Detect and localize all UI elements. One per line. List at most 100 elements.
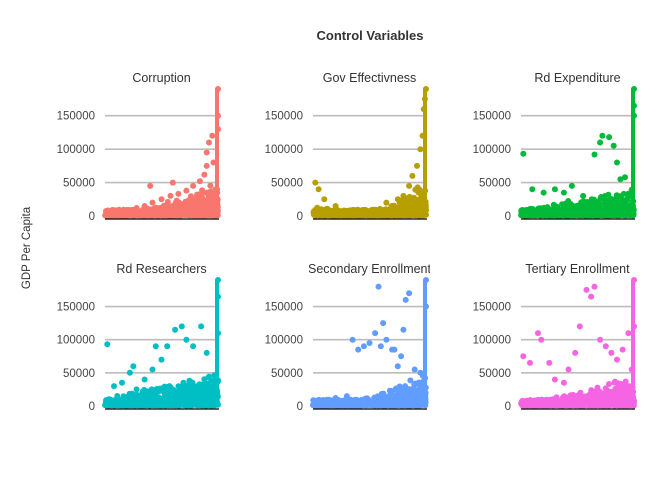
data-point [158,356,165,363]
y-tick-label: 50000 [271,368,303,380]
data-point [141,386,148,393]
data-point [551,206,558,213]
data-point [175,383,182,390]
y-tick-label: 100000 [57,335,95,347]
data-point [315,186,322,193]
facet-panel: Rd Expenditure 0 50000 100000 150000 [473,71,637,223]
y-tick-label: 0 [89,211,95,223]
y-tick-label: 100000 [265,144,303,156]
data-point [124,207,131,213]
data-point [356,400,363,407]
data-point [169,179,176,186]
data-point [608,207,615,214]
y-tick-label: 150000 [473,302,511,314]
data-point [180,201,187,208]
data-point [196,381,203,388]
data-point [567,210,574,217]
data-point [188,197,195,204]
data-point [316,206,323,213]
y-tick-label: 100000 [473,144,511,156]
data-point [334,212,341,219]
data-point [411,366,418,373]
y-axis-label: GDP Per Capita [21,206,33,289]
data-point [576,208,583,215]
data-point [183,336,190,343]
data-point [130,363,137,370]
data-point [390,398,397,405]
y-tick-label: 0 [505,211,511,223]
data-point [149,199,156,206]
data-point [196,198,203,205]
facet-title: Tertiary Enrollment [525,262,630,276]
data-point [164,343,171,350]
data-point [312,399,319,406]
data-point [312,179,319,186]
facet-title: Rd Researchers [116,262,206,276]
data-point [400,326,407,333]
data-point [398,211,405,218]
data-point [191,383,197,390]
data-point [383,199,390,206]
data-point [178,399,184,406]
data-point [374,399,381,406]
data-point [149,388,156,395]
data-point [128,400,135,407]
data-point [400,192,407,199]
data-point [580,192,587,199]
data-point [606,134,613,141]
y-tick-label: 150000 [473,111,511,123]
data-point [141,203,148,209]
y-tick-label: 150000 [57,302,95,314]
data-point [173,197,180,204]
data-point [377,207,384,214]
data-point [394,363,401,370]
y-tick-label: 50000 [63,178,95,190]
data-point [166,209,172,216]
data-point [201,392,208,399]
data-point [599,132,606,139]
point-cloud [310,86,429,219]
data-point [171,202,178,209]
data-point [209,132,216,139]
y-tick-label: 0 [89,401,95,413]
y-tick-label: 0 [297,401,303,413]
data-point [139,401,146,408]
edge-band [215,280,219,406]
data-point [624,197,631,203]
data-point [414,162,420,169]
data-point [590,208,597,215]
data-point [203,149,210,156]
facet-title: Secondary Enrollment [308,262,432,276]
data-point [529,186,536,193]
data-point [414,184,421,191]
data-point [346,212,353,219]
data-point [355,346,362,353]
y-tick-label: 50000 [479,178,511,190]
data-point [192,210,199,217]
data-point [403,386,410,393]
data-point [399,402,406,409]
data-point [409,172,416,179]
data-point [377,343,384,350]
data-point [202,198,209,205]
edge-band [631,89,635,216]
data-point [346,400,353,407]
data-point [407,209,414,216]
data-point [206,139,212,146]
data-point [196,401,202,408]
data-point [528,208,535,215]
data-point [159,211,166,218]
data-point [622,174,628,181]
facet-title: Rd Expenditure [534,71,620,85]
data-point [383,336,390,343]
data-point [143,211,150,218]
data-point [152,211,159,218]
data-point [411,381,418,388]
facet-title: Gov Effectivness [323,71,417,85]
data-point [562,201,569,208]
y-tick-label: 100000 [265,335,303,347]
data-point [389,203,396,209]
data-point [121,398,128,405]
